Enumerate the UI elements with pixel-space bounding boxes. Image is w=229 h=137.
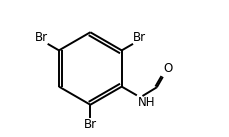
Text: Br: Br bbox=[35, 31, 48, 44]
Text: NH: NH bbox=[137, 96, 155, 109]
Text: Br: Br bbox=[133, 31, 146, 44]
Text: Br: Br bbox=[84, 118, 97, 131]
Text: O: O bbox=[164, 62, 173, 75]
